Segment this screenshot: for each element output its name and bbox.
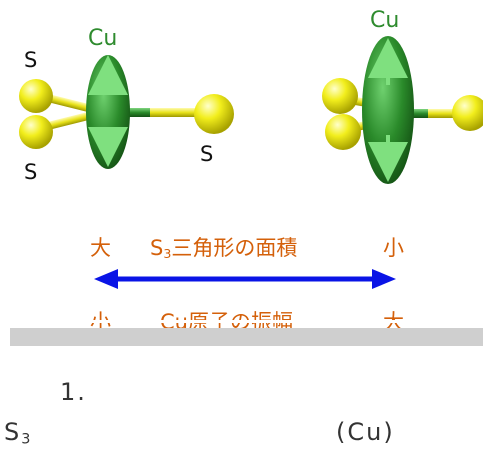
- caption-number: 1.: [60, 378, 87, 406]
- s-label: S: [24, 48, 38, 72]
- left-molecule: [19, 55, 234, 169]
- cutoff-line: [10, 320, 483, 323]
- s-atom: [325, 114, 361, 150]
- caption-cu: (Cu): [336, 418, 395, 446]
- cu-label: Cu: [88, 26, 118, 51]
- s-atom: [452, 95, 483, 131]
- s-atom: [194, 94, 234, 134]
- cu-s-bond-green: [112, 108, 152, 117]
- double-arrow: [94, 269, 396, 289]
- s-label: S: [200, 142, 214, 166]
- s-atom: [19, 115, 53, 149]
- s-label: S: [24, 160, 38, 184]
- gray-divider: [10, 328, 483, 346]
- s-atom: [322, 78, 358, 114]
- cu-label: Cu: [370, 8, 400, 33]
- triangle-area-label: S3三角形の面積: [150, 236, 298, 262]
- cu-s-bond-yellow: [150, 108, 212, 117]
- large-label: 大: [90, 236, 111, 260]
- caption-s3: S3: [4, 418, 33, 448]
- cu-s-bond-yellow: [428, 109, 468, 118]
- small-label: 小: [383, 236, 404, 260]
- cu-atom-ellipsoid: [86, 55, 130, 169]
- s-atom: [19, 79, 53, 113]
- structure-diagram: [19, 36, 483, 289]
- right-molecule: [322, 36, 483, 184]
